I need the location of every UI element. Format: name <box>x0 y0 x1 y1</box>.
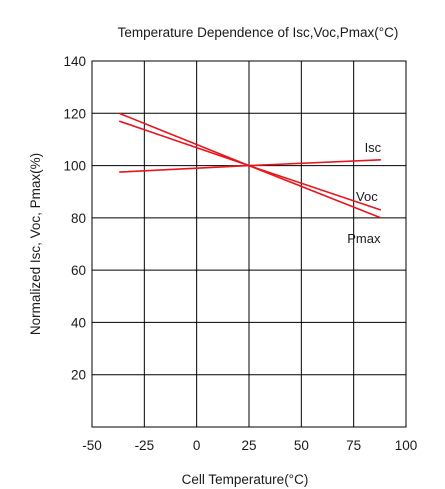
y-tick-label: 20 <box>71 368 86 383</box>
y-tick-label: 140 <box>63 54 86 69</box>
plot-frame <box>91 60 407 428</box>
chart-title: Temperature Dependence of Isc,Voc,Pmax(°… <box>118 25 399 40</box>
x-tick-label: 100 <box>395 438 418 453</box>
series-label-pmax: Pmax <box>347 231 381 246</box>
x-tick-label: 75 <box>346 438 361 453</box>
grid <box>92 61 406 427</box>
x-tick-label: 0 <box>193 438 201 453</box>
x-tick-label: -50 <box>82 438 102 453</box>
series-line-pmax <box>118 112 382 219</box>
y-tick-label: 100 <box>63 159 86 174</box>
x-tick-label: 50 <box>294 438 309 453</box>
series-labels: Isc Voc Pmax <box>347 140 381 246</box>
y-tick-label: 40 <box>71 315 86 330</box>
y-tick-label: 60 <box>71 263 86 278</box>
x-axis-label: Cell Temperature(°C) <box>182 472 309 487</box>
y-tick-label: 120 <box>63 106 86 121</box>
series-label-isc: Isc <box>365 140 382 155</box>
x-tick-label: -25 <box>135 438 155 453</box>
x-tick-label: 25 <box>241 438 256 453</box>
x-tick-labels: -50 -25 0 25 50 75 100 <box>82 438 417 453</box>
y-tick-label: 80 <box>71 211 86 226</box>
y-axis-label: Normalized Isc, Voc, Pmax(%) <box>28 153 43 335</box>
series-label-voc: Voc <box>356 189 378 204</box>
series-lines <box>118 112 382 219</box>
y-tick-labels: 20 40 60 80 100 120 140 <box>63 54 86 383</box>
